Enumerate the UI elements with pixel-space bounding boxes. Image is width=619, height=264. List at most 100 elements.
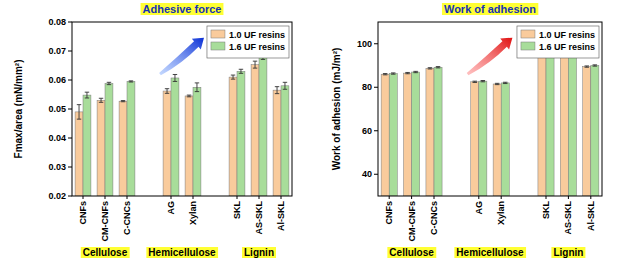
legend-swatch [211, 42, 225, 50]
y-tick-label: 40 [362, 169, 372, 179]
bar [538, 56, 546, 196]
bar [259, 56, 267, 196]
x-tick-label: AG [166, 201, 176, 215]
bar [583, 67, 591, 196]
title-group: Work of adhesion [442, 3, 538, 15]
bar [127, 81, 135, 196]
group-highlight [454, 247, 526, 258]
error-bar [107, 82, 111, 84]
x-tick [546, 196, 547, 199]
x-tick [193, 196, 194, 199]
legend-label: 1.6 UF resins [229, 42, 285, 52]
group-label: Cellulose [387, 247, 436, 258]
plot-frame [72, 22, 292, 196]
bar [560, 53, 568, 196]
legend-swatch [521, 30, 535, 38]
x-tick [83, 196, 84, 199]
bar [389, 74, 397, 196]
group-label: Lignin [242, 247, 276, 258]
bar [185, 96, 193, 196]
group-label: Cellulose [81, 247, 130, 258]
group-label-text: Hemicellulose [456, 247, 524, 258]
y-tick-label: 0.05 [48, 104, 66, 114]
bar [404, 73, 412, 196]
group-highlight [387, 247, 436, 258]
group-highlight [551, 247, 585, 258]
x-tick [590, 196, 591, 199]
x-tick [237, 196, 238, 199]
figure: Adhesive force0.020.030.040.050.060.070.… [0, 0, 619, 264]
error-bar [473, 81, 478, 82]
group-label-text: Lignin [244, 247, 274, 258]
y-tick-label: 0.04 [48, 133, 66, 143]
x-tick [127, 196, 128, 199]
x-tick [434, 196, 435, 199]
bar [412, 72, 420, 196]
y-tick-label: 100 [357, 39, 372, 49]
y-tick-label: 80 [362, 82, 372, 92]
error-bar [481, 81, 486, 82]
x-tick-label: CM-CNFs [100, 201, 110, 242]
error-bar [231, 75, 235, 79]
y-tick [374, 174, 378, 175]
error-bar [593, 65, 598, 66]
bar [493, 84, 501, 196]
legend-swatch [521, 42, 535, 50]
title-highlight [442, 3, 538, 15]
error-bar [121, 101, 125, 102]
group-highlight [146, 247, 218, 258]
error-bar [165, 89, 169, 94]
legend-label: 1.0 UF resins [229, 30, 285, 40]
error-bar [495, 83, 500, 84]
legend: 1.0 UF resins 1.6 UF resins [207, 26, 289, 58]
x-tick [171, 196, 172, 199]
bar [105, 83, 113, 196]
error-bar [383, 74, 388, 75]
y-tick-label: 0.02 [48, 191, 66, 201]
y-tick [68, 109, 72, 110]
y-tick-label: 0.03 [48, 162, 66, 172]
x-tick-label: CM-CNFs [407, 201, 417, 242]
group-label: Hemicellulose [454, 247, 526, 258]
y-tick [68, 80, 72, 81]
x-tick-label: AS-SKL [563, 200, 573, 234]
x-tick [501, 196, 502, 199]
trend-arrow [467, 38, 513, 76]
y-tick [68, 196, 72, 197]
error-bar [428, 68, 433, 69]
bar [119, 101, 127, 196]
bar [273, 90, 281, 196]
error-bar [239, 69, 243, 73]
x-tick-label: C-CNCs [122, 201, 132, 235]
x-tick-label: Al-SKL [276, 201, 286, 231]
legend-box [207, 26, 289, 58]
group-label: Lignin [551, 247, 585, 258]
bar [229, 77, 237, 196]
x-tick-label: C-CNCs [429, 201, 439, 235]
group-label-text: Hemicellulose [148, 247, 216, 258]
trend-arrow [159, 38, 204, 76]
group-label-text: Cellulose [83, 247, 128, 258]
bar [237, 71, 245, 196]
legend-swatch [211, 30, 225, 38]
bar [75, 112, 83, 196]
y-axis-label: Fmax/area (mN/mm²) [13, 60, 24, 159]
bar [426, 68, 434, 196]
error-bar [391, 73, 396, 74]
chart-panel: Adhesive force0.020.030.040.050.060.070.… [13, 3, 292, 258]
x-tick [281, 196, 282, 199]
bar [591, 66, 599, 197]
y-tick [374, 43, 378, 44]
y-tick [374, 130, 378, 131]
x-tick-label: Xylan [496, 201, 506, 225]
error-bar [77, 105, 81, 120]
legend-label: 1.6 UF resins [539, 42, 595, 52]
title: Work of adhesion [444, 3, 536, 15]
error-bar [187, 95, 191, 97]
group-highlight [81, 247, 130, 258]
bar [381, 74, 389, 196]
x-tick-label: CNFs [78, 201, 88, 225]
y-tick [68, 22, 72, 23]
x-tick [568, 196, 569, 199]
error-bar [99, 98, 103, 102]
